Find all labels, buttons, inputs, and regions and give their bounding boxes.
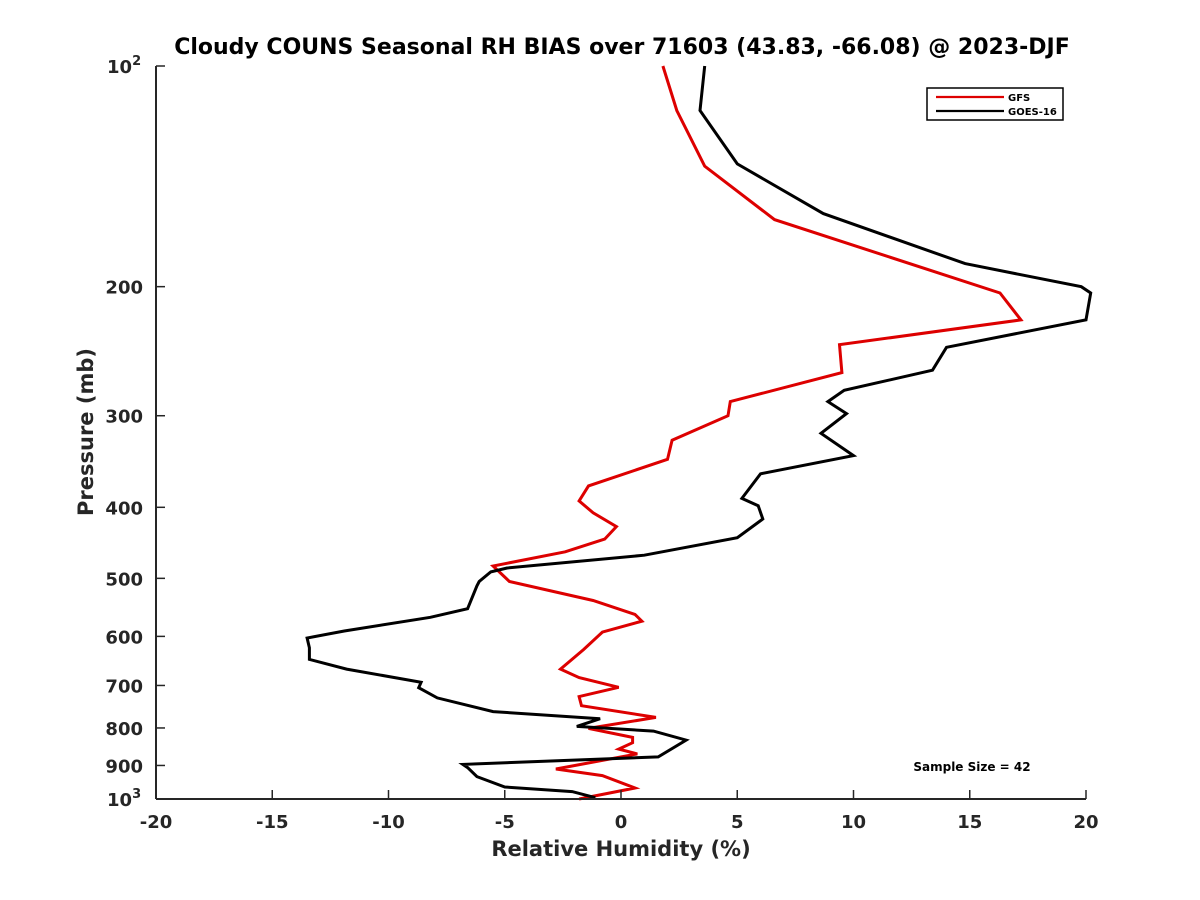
x-tick-label: 20 (1073, 812, 1098, 833)
x-tick-label: 15 (957, 812, 982, 833)
y-tick-label: 200 (105, 278, 143, 299)
y-tick-label: 600 (105, 627, 143, 648)
y-tick-label: 103 (107, 787, 141, 811)
y-axis-label: Pressure (mb) (74, 348, 98, 516)
series-line-gfs (489, 65, 1024, 801)
legend-label-gfs: GFS (1008, 93, 1030, 104)
plot-background (156, 66, 1086, 799)
legend: GFS GOES-16 (926, 87, 1064, 121)
y-tick-label: 700 (105, 676, 143, 697)
y-tick-label: 500 (105, 569, 143, 590)
x-tick-label: 10 (841, 812, 866, 833)
legend-box (926, 87, 1064, 121)
x-tick-label: 0 (615, 812, 628, 833)
x-tick-label: -10 (372, 812, 405, 833)
x-axis-label: Relative Humidity (%) (491, 837, 750, 861)
plot-area: -20 -15 -10 -5 0 5 10 15 20 102 200 300 400 500 600 700… (105, 54, 1098, 833)
x-tick-label: -20 (140, 812, 173, 833)
sample-size-annotation: Sample Size = 42 (913, 760, 1030, 774)
y-tick-label: 800 (105, 719, 143, 740)
y-tick-label: 102 (107, 54, 141, 78)
ticks-layer: -20 -15 -10 -5 0 5 10 15 20 102 200 300 400 500 600 700… (105, 54, 1098, 833)
y-tick-label: 900 (105, 756, 143, 777)
x-tick-label: -15 (256, 812, 289, 833)
series-layer (305, 65, 1093, 801)
x-tick-label: -5 (495, 812, 515, 833)
chart-title: Cloudy COUNS Seasonal RH BIAS over 71603… (174, 35, 1070, 60)
y-tick-label: 300 (105, 407, 143, 428)
y-tick-label: 400 (105, 498, 143, 519)
legend-label-goes-16: GOES-16 (1008, 107, 1057, 118)
series-line-goes-16 (305, 65, 1093, 800)
x-tick-label: 5 (731, 812, 744, 833)
